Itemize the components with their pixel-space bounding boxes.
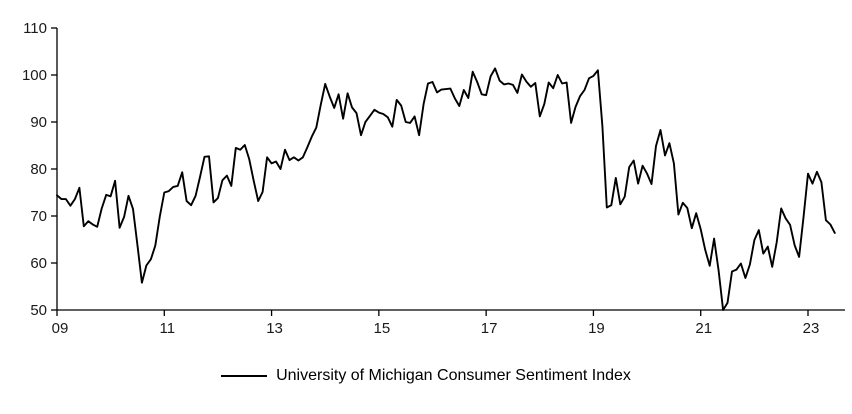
x-tick-label: 23 — [803, 320, 820, 337]
x-tick-label: 13 — [266, 320, 283, 337]
y-tick-label: 70 — [30, 208, 47, 225]
line-chart-canvas: 50 60 70 80 90 100 110 09 11 13 15 17 19 21 23 — [22, 20, 845, 337]
x-tick-label: 09 — [52, 320, 69, 337]
y-tick-label: 90 — [30, 114, 47, 131]
y-tick-label: 60 — [30, 255, 47, 272]
x-tick-label: 21 — [695, 320, 712, 337]
chart-legend: University of Michigan Consumer Sentimen… — [0, 367, 852, 385]
x-tick-label: 15 — [374, 320, 391, 337]
legend-line-swatch — [221, 375, 268, 377]
y-tick-label: 110 — [23, 20, 47, 37]
sentiment-line — [56, 67, 836, 311]
y-tick-label: 80 — [30, 161, 47, 178]
y-tick-label: 50 — [30, 302, 47, 319]
y-tick-label: 100 — [22, 67, 47, 84]
x-tick-label: 17 — [481, 320, 498, 337]
legend-label: University of Michigan Consumer Sentimen… — [276, 367, 631, 384]
x-tick-label: 11 — [159, 320, 175, 337]
x-tick-label: 19 — [588, 320, 605, 337]
